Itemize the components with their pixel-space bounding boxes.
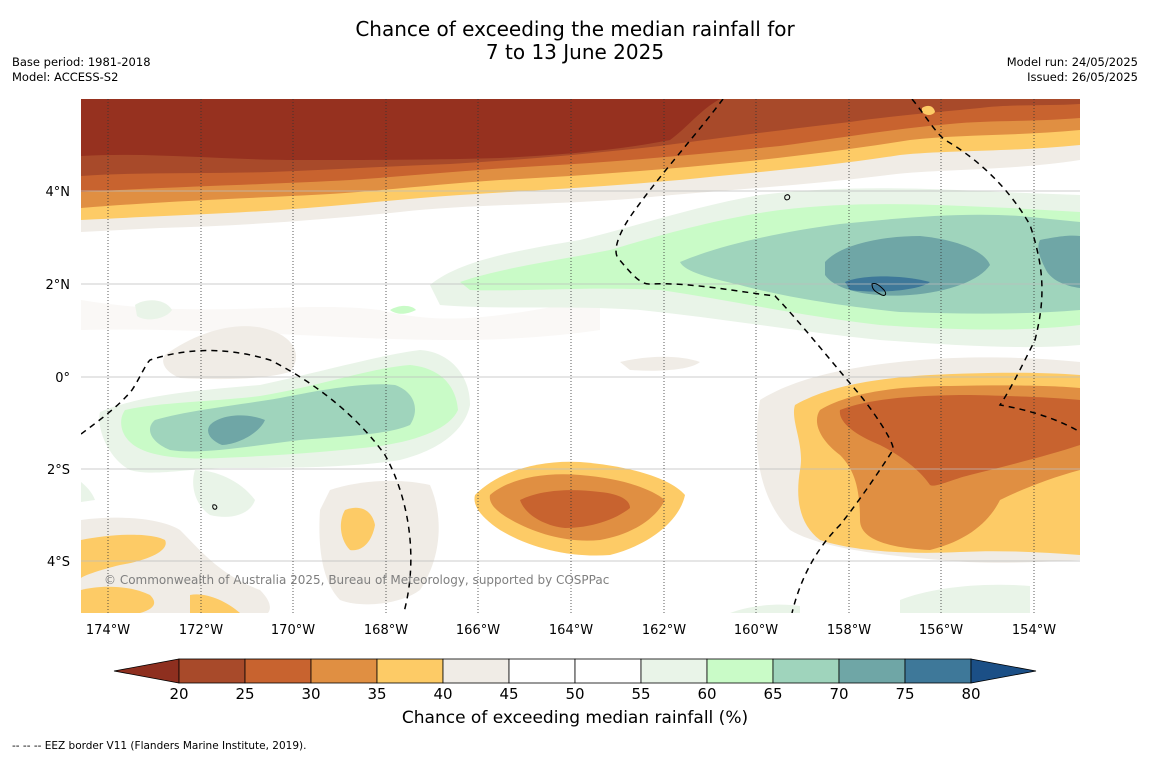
map-title-line2: 7 to 13 June 2025 xyxy=(485,40,665,64)
colorbar-tick: 55 xyxy=(631,685,650,703)
lon-label-156w: 156°W xyxy=(919,623,963,638)
colorbar-tick: 35 xyxy=(367,685,386,703)
colorbar-high-arrow xyxy=(970,658,1037,684)
meta-right: Model run: 24/05/2025 Issued: 26/05/2025 xyxy=(1007,55,1138,85)
colorbar-tick: 60 xyxy=(697,685,716,703)
lon-label-170w: 170°W xyxy=(271,623,315,638)
colorbar-cell xyxy=(706,658,774,684)
colorbar-cell xyxy=(772,658,840,684)
lon-label-172w: 172°W xyxy=(179,623,223,638)
colorbar-tick: 50 xyxy=(565,685,584,703)
meta-left: Base period: 1981-2018 Model: ACCESS-S2 xyxy=(12,55,151,85)
lon-label-154w: 154°W xyxy=(1012,623,1056,638)
colorbar-cell xyxy=(904,658,972,684)
colorbar-cell xyxy=(244,658,312,684)
model-text: Model: ACCESS-S2 xyxy=(12,70,119,84)
colorbar-cell xyxy=(838,658,906,684)
colorbar-cell xyxy=(178,658,246,684)
latitude-grid xyxy=(81,190,1080,562)
lat-label-4n: 4°N xyxy=(46,185,71,200)
colorbar: 20 25 30 35 40 45 50 55 60 65 70 75 80 xyxy=(113,658,1037,703)
colorbar-cell xyxy=(640,658,708,684)
lon-label-168w: 168°W xyxy=(364,623,408,638)
colorbar-tick: 30 xyxy=(301,685,320,703)
colorbar-low-arrow xyxy=(113,658,180,684)
colorbar-cell xyxy=(376,658,444,684)
map-title: Chance of exceeding the median rainfall … xyxy=(0,18,1150,64)
copyright-text: © Commonwealth of Australia 2025, Bureau… xyxy=(104,573,609,587)
lon-label-162w: 162°W xyxy=(642,623,686,638)
map-title-line1: Chance of exceeding the median rainfall … xyxy=(355,17,795,41)
footer-eez-note: -- -- -- EEZ border V11 (Flanders Marine… xyxy=(12,740,307,752)
model-run-text: Model run: 24/05/2025 xyxy=(1006,55,1138,69)
colorbar-tick: 80 xyxy=(961,685,980,703)
colorbar-title: Chance of exceeding median rainfall (%) xyxy=(401,708,749,728)
colorbar-cell xyxy=(310,658,378,684)
colorbar-cell xyxy=(508,658,576,684)
colorbar-tick: 20 xyxy=(169,685,188,703)
lat-label-0: 0° xyxy=(55,371,70,386)
colorbar-cell xyxy=(442,658,510,684)
lon-label-166w: 166°W xyxy=(456,623,500,638)
map-contours xyxy=(81,99,1080,613)
lat-label-2s: 2°S xyxy=(47,463,70,478)
lon-label-158w: 158°W xyxy=(827,623,871,638)
eez-border-lines xyxy=(81,99,1080,613)
colorbar-tick: 45 xyxy=(499,685,518,703)
colorbar-tick: 25 xyxy=(235,685,254,703)
colorbar-tick: 65 xyxy=(763,685,782,703)
colorbar-cell xyxy=(574,658,642,684)
lon-label-160w: 160°W xyxy=(734,623,778,638)
colorbar-tick: 75 xyxy=(895,685,914,703)
lat-label-4s: 4°S xyxy=(47,555,70,570)
colorbar-tick: 40 xyxy=(433,685,452,703)
colorbar-tick: 70 xyxy=(829,685,848,703)
lat-label-2n: 2°N xyxy=(46,278,71,293)
lon-label-174w: 174°W xyxy=(86,623,130,638)
lon-label-164w: 164°W xyxy=(549,623,593,638)
issued-text: Issued: 26/05/2025 xyxy=(1027,70,1138,84)
base-period-text: Base period: 1981-2018 xyxy=(12,55,151,69)
island-outlines xyxy=(212,194,887,510)
